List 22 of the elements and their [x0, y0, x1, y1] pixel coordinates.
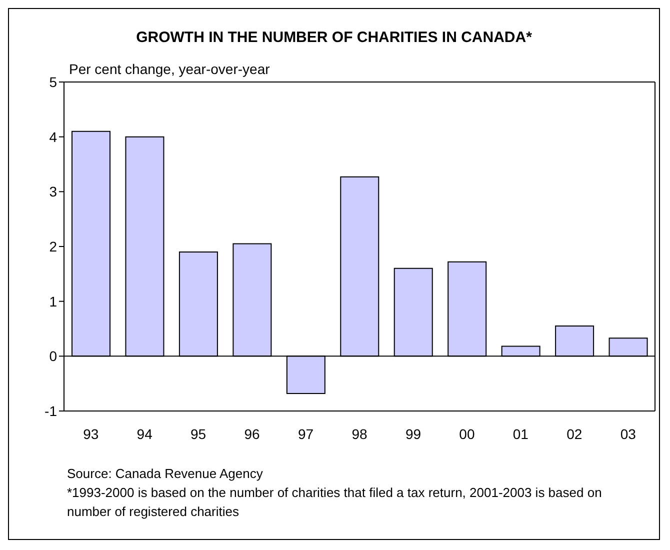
source-note: Source: Canada Revenue Agency	[67, 465, 264, 483]
chart-title: GROWTH IN THE NUMBER OF CHARITIES IN CANADA*	[135, 29, 533, 46]
x-tick-label: 96	[244, 426, 260, 442]
y-tick-label: 1	[49, 293, 58, 310]
x-tick-label: 95	[190, 426, 206, 442]
y-tick-label: 2	[49, 238, 58, 254]
y-tick-label: 0	[49, 348, 58, 364]
x-tick-label: 97	[298, 426, 314, 442]
y-axis-title: Per cent change, year-over-year	[67, 61, 272, 77]
x-tick-label: 93	[83, 426, 99, 442]
x-tick-label: 00	[459, 426, 475, 442]
y-tick-label: 5	[49, 74, 58, 90]
x-tick-label: 01	[512, 426, 529, 442]
x-tick-label: 02	[566, 426, 582, 442]
x-tick-label: 98	[352, 426, 368, 442]
y-tick-label: -1	[44, 402, 58, 419]
text: *1993-2000 is based on the number of charities that filed a tax return, 2001-2003 is based on number of registered charities	[67, 484, 603, 521]
x-tick-label: 99	[405, 426, 422, 442]
x-tick-label: 94	[136, 426, 153, 442]
x-tick-label: 03	[620, 426, 636, 442]
y-tick-label: 4	[49, 128, 58, 145]
y-tick-label: 3	[49, 184, 58, 200]
